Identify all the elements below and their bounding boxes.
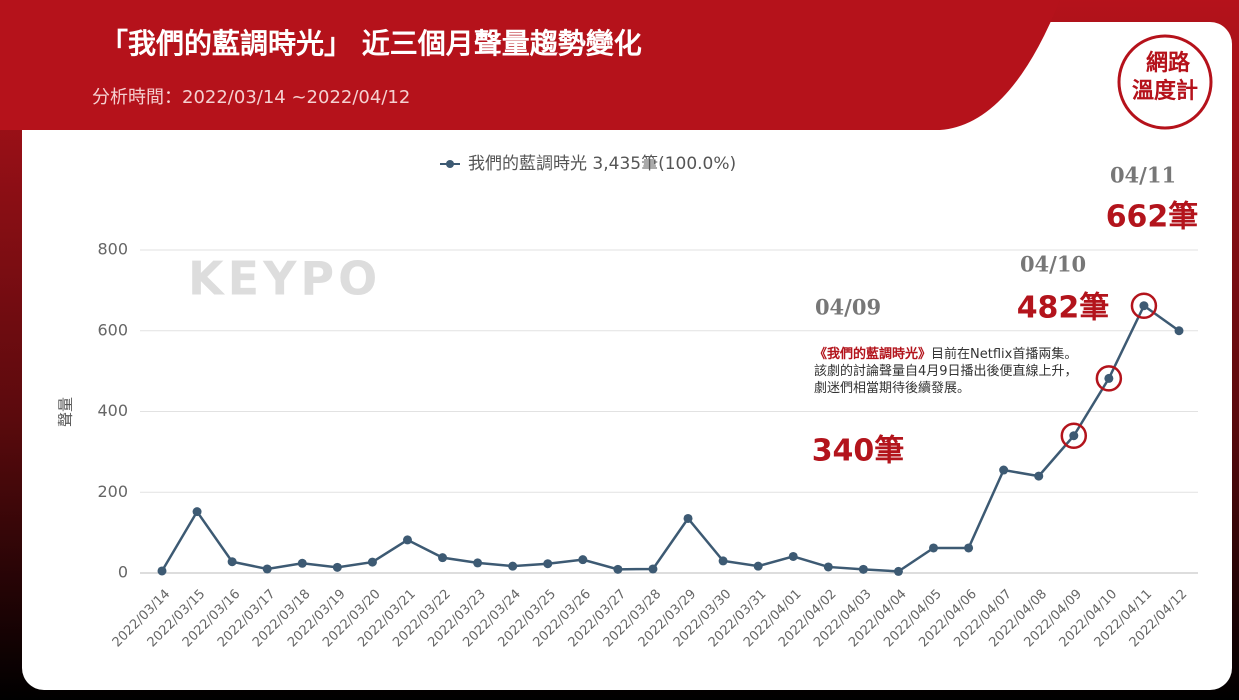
y-tick-label: 0	[118, 563, 128, 582]
data-point	[402, 535, 412, 545]
data-point	[157, 566, 167, 576]
header-band	[0, 0, 1060, 130]
note-title: 《我們的藍調時光》	[814, 347, 932, 362]
series-line	[160, 303, 1180, 573]
highlight-ring	[1130, 292, 1158, 319]
data-point	[1104, 373, 1114, 383]
value-label: 340筆	[812, 434, 905, 469]
data-point	[858, 564, 868, 574]
title: 「我們的藍調時光」 近三個月聲量趨勢變化	[100, 27, 642, 60]
data-point	[893, 566, 903, 576]
note-text: 目前在Netflix首播兩集。該劇的討論聲量自4月9日播出後便直線上升，劇迷們相…	[814, 347, 1078, 396]
annotation-date: 04/11	[1110, 163, 1176, 188]
data-point	[297, 558, 307, 568]
logo-text: 網路	[1146, 50, 1191, 76]
watermark: KEYPO	[188, 252, 381, 306]
data-point	[438, 553, 448, 563]
data-point	[999, 465, 1009, 475]
data-point	[1139, 301, 1149, 311]
data-point	[929, 543, 939, 553]
y-tick-label: 400	[97, 401, 128, 420]
legend-label: 我們的藍調時光 3,435筆(100.0%)	[468, 154, 736, 174]
panel	[22, 22, 1232, 690]
data-point	[613, 564, 623, 574]
value-label: 482筆	[1017, 291, 1110, 326]
data-point	[332, 562, 342, 572]
highlight-ring	[1095, 365, 1123, 392]
data-point	[648, 564, 658, 574]
data-point	[1069, 431, 1079, 441]
data-point	[753, 561, 763, 571]
annotation-date: 04/09	[815, 295, 881, 320]
subtitle: 分析時間：2022/03/14 ~2022/04/12	[92, 87, 410, 108]
data-point	[964, 543, 974, 553]
data-point	[788, 551, 798, 561]
data-point	[262, 564, 272, 574]
highlight-ring	[1060, 422, 1088, 449]
note: 《我們的藍調時光》目前在Netflix首播兩集。該劇的討論聲量自4月9日播出後便…	[814, 346, 1084, 397]
annotation-date: 04/10	[1020, 252, 1086, 277]
data-point	[192, 507, 202, 517]
value-label: 662筆	[1106, 200, 1199, 235]
y-tick-label: 800	[97, 240, 128, 259]
data-point	[473, 558, 483, 568]
data-point	[543, 559, 553, 569]
y-axis-label: 聲量	[57, 397, 75, 427]
data-point	[1034, 471, 1044, 481]
y-tick-label: 600	[97, 320, 128, 339]
logo-text: 溫度計	[1132, 78, 1198, 104]
logo	[1117, 34, 1213, 130]
y-tick-label: 200	[97, 482, 128, 501]
data-point	[718, 556, 728, 566]
data-point	[578, 555, 588, 565]
data-point	[1174, 326, 1184, 336]
data-point	[683, 513, 693, 523]
data-point	[367, 557, 377, 567]
legend-marker	[446, 160, 454, 168]
data-point	[508, 561, 518, 571]
data-point	[227, 557, 237, 567]
data-point	[823, 562, 833, 572]
